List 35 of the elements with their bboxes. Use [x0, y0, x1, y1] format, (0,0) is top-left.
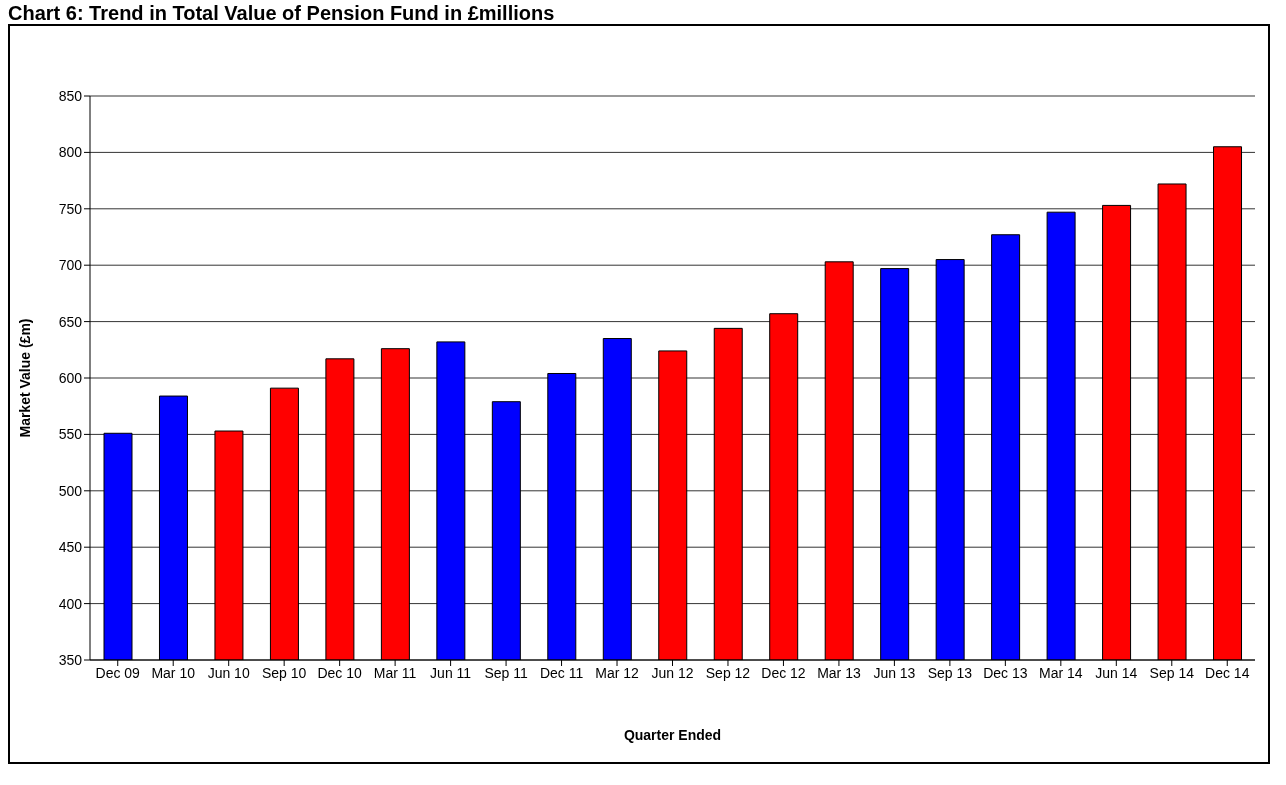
x-tick-label: Sep 12 — [705, 664, 751, 681]
x-tick-label: Jun 12 — [651, 664, 694, 681]
x-tick-label: Dec 12 — [761, 664, 806, 681]
x-tick-label: Jun 10 — [207, 664, 250, 681]
x-tick-label: Jun 11 — [430, 664, 472, 681]
y-tick-label: 500 — [58, 482, 83, 499]
y-tick-label: 850 — [58, 87, 83, 104]
x-tick-label: Dec 09 — [95, 664, 141, 681]
y-tick-label: 450 — [58, 539, 83, 556]
x-tick-label: Jun 14 — [1095, 664, 1138, 681]
y-tick-label: 350 — [58, 651, 83, 668]
y-tick-label: 650 — [58, 313, 83, 330]
x-tick-label: Dec 14 — [1205, 664, 1250, 681]
x-tick-label: Mar 12 — [595, 664, 640, 681]
y-tick-label: 800 — [58, 144, 83, 161]
y-axis-title: Market Value (£m) — [16, 318, 33, 438]
x-tick-label: Mar 13 — [817, 664, 861, 681]
x-tick-label: Mar 10 — [151, 664, 196, 681]
x-tick-label: Sep 14 — [1149, 664, 1195, 681]
y-tick-label: 600 — [58, 369, 83, 386]
x-tick-label: Mar 14 — [1039, 664, 1083, 681]
x-tick-label: Dec 10 — [317, 664, 363, 681]
y-tick-label: 400 — [58, 595, 83, 612]
x-axis-title: Quarter Ended — [623, 727, 722, 743]
x-tick-label: Sep 13 — [927, 664, 973, 681]
y-tick-label: 550 — [58, 426, 83, 443]
y-tick-label: 700 — [58, 257, 83, 274]
x-tick-label: Jun 13 — [873, 664, 916, 681]
x-tick-label: Sep 10 — [261, 664, 307, 681]
x-tick-label: Dec 11 — [539, 664, 584, 681]
y-tick-label: 750 — [58, 200, 83, 217]
chart-title: Chart 6: Trend in Total Value of Pension Fund in £millions — [8, 2, 556, 24]
x-tick-label: Dec 13 — [983, 664, 1028, 681]
x-tick-label: Mar 11 — [373, 664, 417, 681]
x-tick-label: Sep 11 — [484, 664, 528, 681]
